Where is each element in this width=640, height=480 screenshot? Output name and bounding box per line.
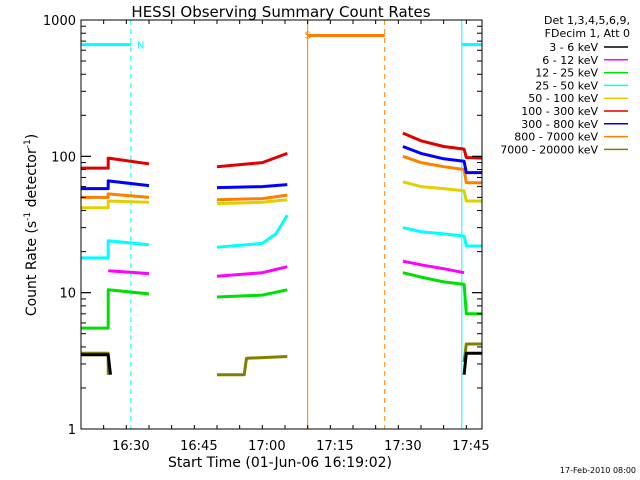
series-line-100-300kev-0	[81, 156, 150, 170]
footer-date: 17-Feb-2010 08:00	[560, 466, 636, 475]
series-line-800-7000kev-1	[216, 193, 288, 202]
series-line-300-800kev-2	[402, 145, 482, 175]
series-line-12-25kev-1	[216, 288, 288, 299]
legend-label: 12 - 25 keV	[535, 67, 598, 80]
y-tick-label: 1	[68, 423, 76, 438]
y-axis: 1 10 100 1000	[43, 14, 482, 438]
y-axis-label-sup1: -1	[23, 212, 33, 221]
y-axis-label-sup2: -1	[23, 139, 33, 148]
legend-label: 800 - 7000 keV	[514, 131, 598, 144]
series-line-800-7000kev-2	[402, 154, 482, 185]
series-line-50-100kev-0	[81, 199, 150, 210]
series-line-6-12kev-0	[108, 269, 150, 276]
legend-label: 100 - 300 keV	[521, 105, 598, 118]
annotation-n: N	[137, 41, 144, 52]
legend-label: 300 - 800 keV	[521, 118, 598, 131]
legend-header-line1: Det 1,3,4,5,6,9,	[544, 14, 630, 27]
series-line-25-50kev-0	[81, 239, 150, 260]
x-tick-label: 17:00	[248, 439, 285, 454]
legend-label: 25 - 50 keV	[535, 79, 598, 92]
legend-label: 50 - 100 keV	[528, 92, 598, 105]
plot-frame	[80, 19, 483, 430]
x-tick-label: 16:45	[180, 439, 217, 454]
x-axis-label: Start Time (01-Jun-06 16:19:02)	[168, 455, 392, 471]
series-line-50-100kev-2	[402, 180, 482, 203]
y-axis-label-mid: detector	[24, 148, 40, 212]
y-tick-label: 1000	[43, 14, 76, 29]
series-line-3-6kev-3	[462, 351, 482, 375]
legend-label: 3 - 6 keV	[549, 41, 598, 54]
legend-header-line2: FDecim 1, Att 0	[545, 27, 630, 40]
y-axis-label-main: Count Rate (s	[24, 221, 40, 316]
y-axis-label: Count Rate (s-1 detector-1)	[23, 134, 40, 316]
x-axis: 16:30 16:45 17:00 17:15 17:30 17:45	[80, 20, 490, 454]
series-line-12-25kev-0	[81, 288, 150, 330]
annotation-s: S	[305, 31, 311, 42]
x-tick-label: 17:45	[452, 439, 489, 454]
y-axis-label-end: )	[24, 134, 40, 139]
series-line-100-300kev-1	[216, 151, 288, 169]
x-tick-label: 17:30	[384, 439, 421, 454]
x-tick-label: 17:15	[316, 439, 353, 454]
series-line-50-100kev-1	[216, 198, 288, 206]
series-line-7000-20000kev-1	[217, 355, 288, 377]
chart-title: HESSI Observing Summary Count Rates	[131, 3, 430, 21]
plot-area: NS	[80, 20, 483, 429]
y-tick-label: 10	[59, 287, 76, 302]
series-line-25-50kev-1	[216, 214, 289, 249]
legend: Det 1,3,4,5,6,9, FDecim 1, Att 0 3 - 6 k…	[500, 14, 630, 156]
series-line-100-300kev-2	[402, 131, 483, 160]
series-line-300-800kev-1	[216, 183, 288, 190]
x-tick-label: 16:30	[112, 439, 149, 454]
series-line-12-25kev-2	[402, 271, 482, 316]
series-line-300-800kev-0	[81, 179, 150, 191]
series-line-800-7000kev-0	[81, 192, 150, 199]
legend-label: 7000 - 20000 keV	[500, 143, 598, 156]
legend-label: 6 - 12 keV	[542, 54, 598, 67]
y-tick-label: 100	[51, 150, 76, 165]
series-line-6-12kev-2	[402, 259, 465, 275]
series-line-25-50kev-2	[402, 226, 482, 248]
series-line-6-12kev-1	[216, 265, 288, 278]
series-line-3-6kev-0	[81, 353, 112, 375]
